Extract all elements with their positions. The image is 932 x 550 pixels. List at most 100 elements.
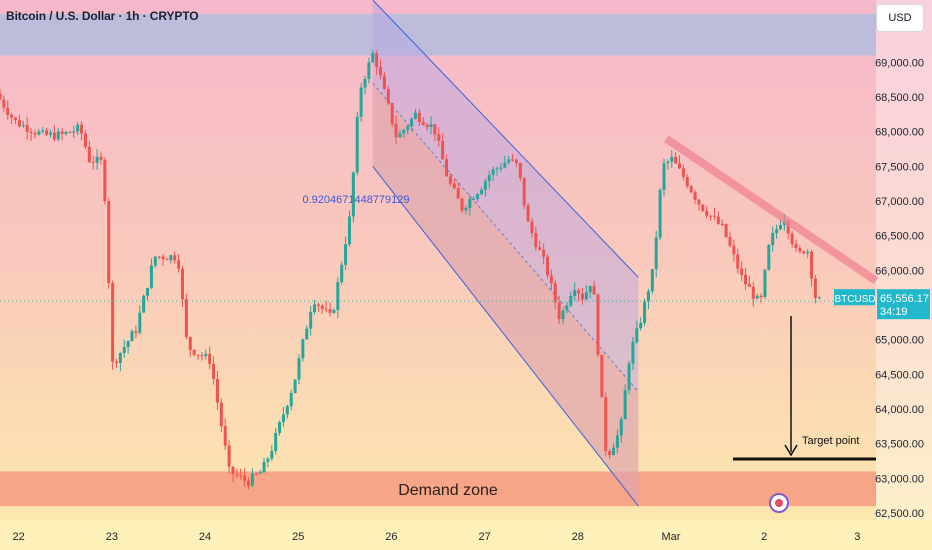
candle-body xyxy=(285,406,289,415)
candle-body xyxy=(254,473,258,475)
candle-body xyxy=(569,295,573,306)
candle-body xyxy=(479,189,483,195)
candle-body xyxy=(580,293,584,300)
candle-body xyxy=(122,347,126,354)
candle-body xyxy=(705,210,709,216)
candle-body xyxy=(382,75,386,89)
candle-body xyxy=(720,223,724,225)
candle-body xyxy=(658,189,662,238)
candle-body xyxy=(192,349,196,355)
candle-body xyxy=(483,181,487,190)
candle-body xyxy=(740,268,744,275)
candle-body xyxy=(802,251,806,254)
candle-body xyxy=(557,302,561,320)
channel-fill xyxy=(372,0,639,507)
x-tick-label: 22 xyxy=(13,531,25,543)
candle-body xyxy=(538,247,542,250)
candle-body xyxy=(394,123,398,138)
candle-body xyxy=(511,159,515,161)
candle-body xyxy=(41,130,45,132)
candle-body xyxy=(29,131,33,134)
candle-body xyxy=(309,312,313,329)
candle-body xyxy=(227,445,231,467)
candle-body xyxy=(810,251,814,279)
channel-lower-fill xyxy=(372,83,639,507)
candle-body xyxy=(258,472,262,474)
candle-body xyxy=(130,331,134,342)
candle-body xyxy=(437,134,441,141)
candle-body xyxy=(48,132,52,135)
channel-lower-line xyxy=(372,166,639,507)
candle-body xyxy=(534,233,538,248)
candle-body xyxy=(231,466,235,475)
candle-body xyxy=(161,256,165,260)
candle-body xyxy=(522,177,526,206)
candle-body xyxy=(623,390,627,420)
candle-body xyxy=(546,256,549,276)
candle-body xyxy=(281,414,285,423)
y-tick-label: 63,000.00 xyxy=(875,473,924,485)
candle-body xyxy=(747,284,751,287)
candle-body xyxy=(371,53,375,63)
candle-body xyxy=(297,358,301,380)
candle-body xyxy=(755,295,759,299)
candle-body xyxy=(10,115,14,118)
y-tick-label: 64,000.00 xyxy=(875,404,924,416)
candle-body xyxy=(212,363,216,380)
candle-body xyxy=(433,124,437,135)
candle-body xyxy=(91,162,95,164)
candle-body xyxy=(577,290,581,294)
candle-body xyxy=(324,308,328,310)
candle-body xyxy=(763,269,767,298)
candle-body xyxy=(17,120,21,127)
candle-body xyxy=(530,221,534,234)
candle-body xyxy=(153,256,157,266)
candle-body xyxy=(771,233,775,245)
candle-body xyxy=(33,133,37,135)
candle-body xyxy=(320,305,324,309)
candle-body xyxy=(379,67,383,76)
candle-body xyxy=(604,397,608,452)
x-axis: 22 23 24 25 26 27 28 Mar 2 3 xyxy=(0,520,932,550)
zones-layer: Demand zone xyxy=(0,13,876,507)
candle-body xyxy=(507,159,511,163)
candle-body xyxy=(499,167,503,169)
fib-label: 0.9204671448779129 xyxy=(302,194,409,206)
demand-zone-label: Demand zone xyxy=(398,482,498,499)
candle-body xyxy=(786,220,790,234)
candle-body xyxy=(693,192,697,200)
candle-body xyxy=(6,107,10,116)
candle-body xyxy=(278,422,282,433)
candle-body xyxy=(235,474,239,476)
candle-body xyxy=(247,480,251,486)
price-axis-panel xyxy=(876,0,932,520)
candle-body xyxy=(794,244,798,249)
candles-layer xyxy=(0,49,821,490)
candle-body xyxy=(14,117,18,121)
candle-body xyxy=(188,337,192,350)
candle-body xyxy=(390,103,394,124)
candle-body xyxy=(592,286,596,295)
y-tick-label: 68,500.00 xyxy=(875,92,924,104)
candle-body xyxy=(712,215,716,217)
candle-body xyxy=(689,186,693,193)
candle-body xyxy=(518,163,522,178)
candle-body xyxy=(573,290,577,296)
candle-body xyxy=(650,269,654,292)
candle-body xyxy=(584,292,588,300)
target-arrow-head xyxy=(784,444,798,457)
candle-body xyxy=(359,87,363,117)
candle-body xyxy=(87,146,91,163)
candle-body xyxy=(196,354,200,356)
candle-body xyxy=(208,353,212,364)
candle-body xyxy=(627,363,631,391)
currency-button[interactable]: USD xyxy=(876,4,924,32)
candle-body xyxy=(347,216,351,245)
x-tick-label: Mar xyxy=(662,531,681,543)
candle-body xyxy=(223,426,227,446)
x-tick-label: 28 xyxy=(572,531,584,543)
candle-body xyxy=(64,131,68,134)
candle-body xyxy=(495,168,499,170)
candle-body xyxy=(37,131,41,135)
